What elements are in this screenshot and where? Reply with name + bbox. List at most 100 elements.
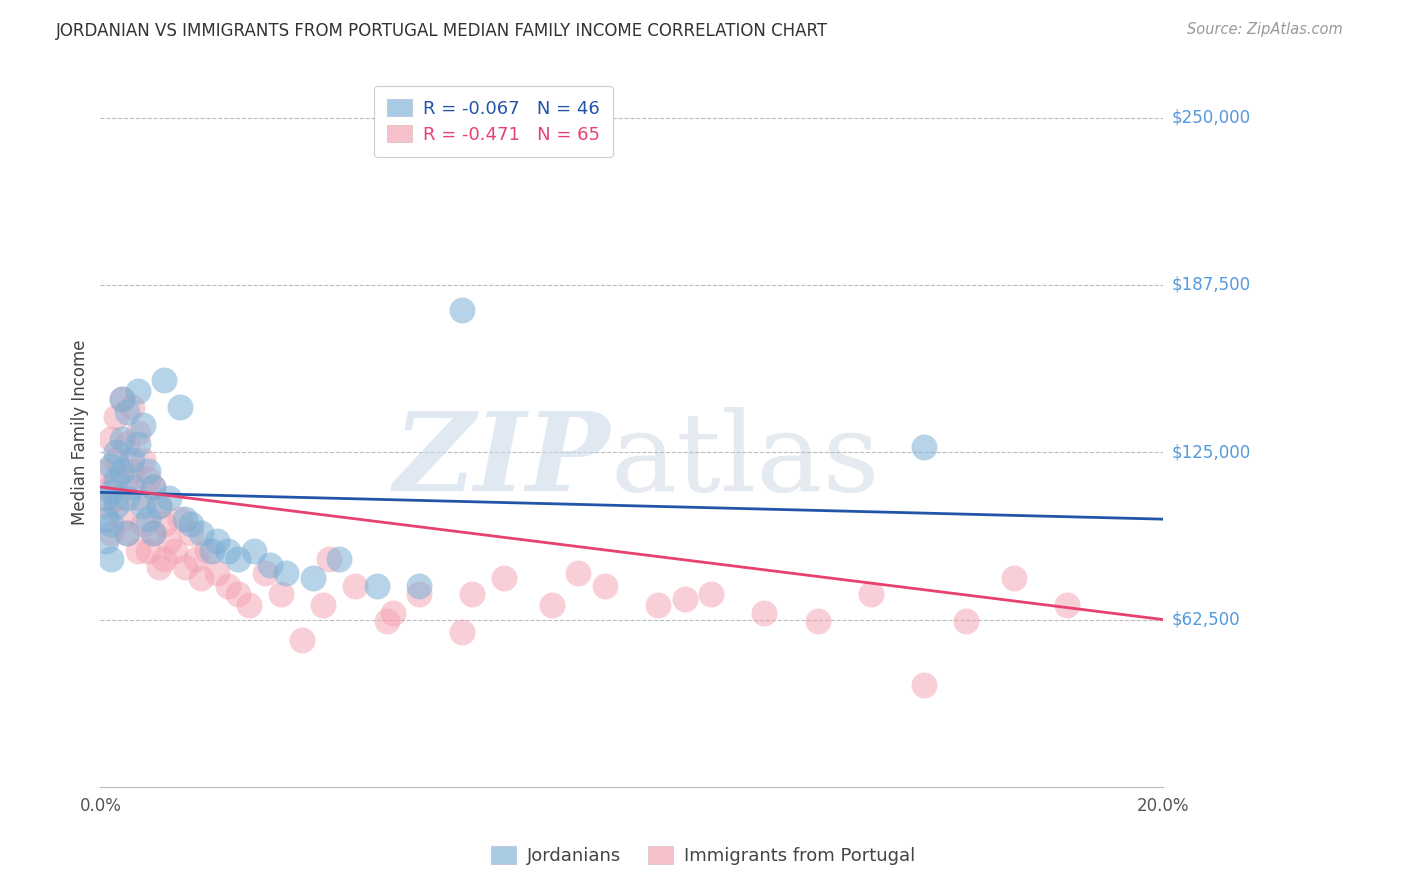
Point: [344, 579, 367, 593]
Point: [105, 491, 128, 505]
Point: [259, 558, 281, 572]
Point: [105, 453, 128, 467]
Point: [366, 579, 388, 593]
Point: [110, 432, 132, 446]
Point: [381, 606, 404, 620]
Point: [169, 400, 191, 414]
Point: [110, 392, 132, 406]
Point: [205, 533, 228, 548]
Point: [673, 592, 696, 607]
Point: [94, 464, 117, 478]
Point: [184, 552, 207, 566]
Point: [328, 552, 350, 566]
Point: [136, 464, 159, 478]
Point: [450, 624, 472, 639]
Point: [912, 440, 935, 454]
Text: Source: ZipAtlas.com: Source: ZipAtlas.com: [1187, 22, 1343, 37]
Point: [302, 571, 325, 585]
Legend: Jordanians, Immigrants from Portugal: Jordanians, Immigrants from Portugal: [484, 839, 922, 872]
Point: [132, 517, 155, 532]
Point: [115, 472, 138, 486]
Point: [136, 544, 159, 558]
Point: [593, 579, 616, 593]
Point: [110, 512, 132, 526]
Text: atlas: atlas: [610, 407, 880, 514]
Point: [132, 418, 155, 433]
Point: [180, 517, 202, 532]
Point: [105, 410, 128, 425]
Point: [408, 579, 430, 593]
Point: [100, 517, 122, 532]
Point: [142, 525, 165, 540]
Point: [105, 472, 128, 486]
Point: [115, 525, 138, 540]
Point: [136, 472, 159, 486]
Point: [238, 598, 260, 612]
Point: [142, 480, 165, 494]
Point: [312, 598, 335, 612]
Point: [217, 544, 239, 558]
Point: [148, 499, 170, 513]
Point: [450, 303, 472, 318]
Point: [100, 458, 122, 473]
Point: [318, 552, 340, 566]
Point: [153, 552, 176, 566]
Point: [174, 512, 197, 526]
Point: [94, 491, 117, 505]
Text: $125,000: $125,000: [1171, 443, 1250, 461]
Point: [153, 373, 176, 387]
Point: [270, 587, 292, 601]
Point: [100, 485, 122, 500]
Point: [115, 491, 138, 505]
Point: [127, 437, 149, 451]
Point: [121, 400, 143, 414]
Point: [132, 499, 155, 513]
Point: [157, 491, 180, 505]
Point: [700, 587, 723, 601]
Point: [127, 384, 149, 398]
Point: [105, 499, 128, 513]
Point: [955, 614, 977, 628]
Point: [115, 525, 138, 540]
Point: [254, 566, 277, 580]
Point: [806, 614, 828, 628]
Text: ZIP: ZIP: [394, 407, 610, 515]
Point: [153, 517, 176, 532]
Point: [121, 464, 143, 478]
Point: [174, 560, 197, 574]
Point: [110, 464, 132, 478]
Point: [541, 598, 564, 612]
Point: [121, 480, 143, 494]
Point: [127, 491, 149, 505]
Text: $250,000: $250,000: [1171, 109, 1250, 127]
Point: [127, 426, 149, 441]
Point: [754, 606, 776, 620]
Point: [105, 445, 128, 459]
Point: [132, 453, 155, 467]
Point: [157, 533, 180, 548]
Point: [375, 614, 398, 628]
Point: [100, 552, 122, 566]
Point: [148, 499, 170, 513]
Point: [148, 560, 170, 574]
Point: [100, 480, 122, 494]
Point: [100, 432, 122, 446]
Text: JORDANIAN VS IMMIGRANTS FROM PORTUGAL MEDIAN FAMILY INCOME CORRELATION CHART: JORDANIAN VS IMMIGRANTS FROM PORTUGAL ME…: [56, 22, 828, 40]
Text: $62,500: $62,500: [1171, 610, 1240, 629]
Point: [195, 544, 218, 558]
Point: [567, 566, 589, 580]
Point: [205, 566, 228, 580]
Point: [142, 525, 165, 540]
Point: [243, 544, 266, 558]
Point: [291, 632, 314, 647]
Point: [190, 571, 212, 585]
Point: [276, 566, 298, 580]
Point: [228, 587, 250, 601]
Point: [110, 392, 132, 406]
Point: [100, 525, 122, 540]
Point: [1056, 598, 1078, 612]
Text: $187,500: $187,500: [1171, 276, 1250, 293]
Point: [461, 587, 484, 601]
Point: [94, 533, 117, 548]
Point: [136, 512, 159, 526]
